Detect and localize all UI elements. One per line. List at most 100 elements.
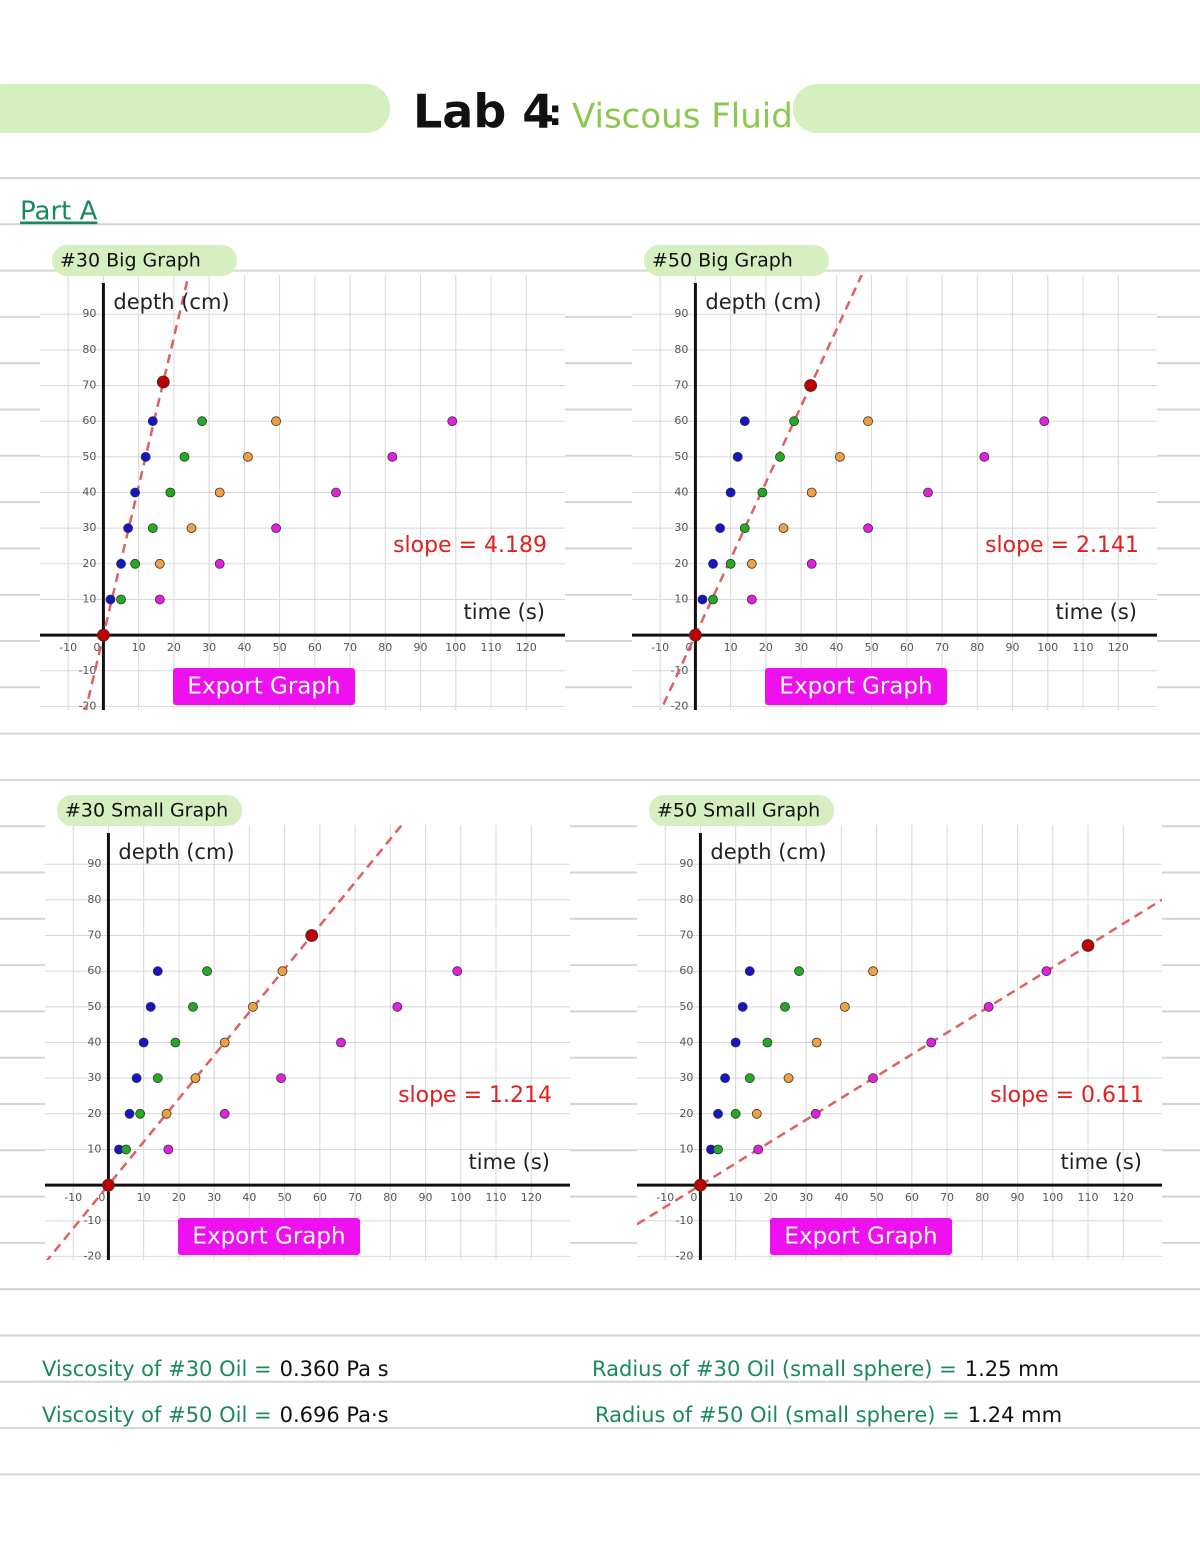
y-tick-label: 30 [82, 521, 96, 534]
chart: -10 0 10 20 30 40 50 60 70 80 90 100 110 120 -20 -10 10 2… [637, 795, 1162, 1262]
export-button[interactable]: Export Graph [173, 668, 355, 705]
y-tick-label: -10 [675, 1214, 693, 1227]
y-tick-label: 50 [674, 450, 688, 463]
x-tick-label: -10 [651, 641, 669, 654]
data-point [124, 1108, 135, 1119]
subtitle: Viscous Fluid [572, 97, 793, 137]
data-point [732, 451, 743, 462]
chart-tag [57, 795, 242, 826]
data-point [214, 487, 225, 498]
y-axis-label: depth (cm) [710, 840, 826, 864]
title-separator: : [548, 93, 562, 134]
data-point [762, 1037, 773, 1048]
data-point [730, 1108, 741, 1119]
header-bar [0, 84, 390, 133]
y-tick-label: 10 [87, 1142, 101, 1155]
y-tick-label: 50 [679, 1000, 693, 1013]
x-tick-label: -10 [59, 641, 77, 654]
fit-point [102, 1178, 115, 1192]
x-tick-label: 10 [137, 1191, 151, 1204]
data-point [778, 523, 789, 534]
x-tick-label: -10 [64, 1191, 82, 1204]
x-tick-label: 0 [93, 641, 100, 654]
button-bg[interactable] [178, 1218, 360, 1255]
data-point [130, 558, 141, 569]
note-value: 0.360 Pa s [280, 1357, 389, 1381]
title: Lab 4 [413, 85, 554, 139]
y-tick-label: -10 [78, 664, 96, 677]
note-value: 1.25 mm [965, 1357, 1059, 1381]
y-tick-label: 30 [87, 1071, 101, 1084]
button-label[interactable]: Export Graph [779, 674, 932, 700]
y-tick-label: 40 [674, 486, 688, 499]
x-tick-label: 90 [1011, 1191, 1025, 1204]
y-tick-label: 60 [87, 964, 101, 977]
fit-point [97, 628, 110, 642]
fit-line [637, 898, 1162, 1226]
y-tick-label: 90 [674, 307, 688, 320]
data-point [806, 558, 817, 569]
data-point [725, 487, 736, 498]
data-point [737, 1001, 748, 1012]
chart: -10 0 10 20 30 40 50 60 70 80 90 100 110 120 -20 -10 10 2… [45, 795, 570, 1262]
data-point [868, 966, 878, 977]
x-tick-label: 90 [1006, 641, 1020, 654]
x-tick-label: 30 [207, 1191, 221, 1204]
x-tick-label: 70 [935, 641, 949, 654]
y-tick-label: 20 [679, 1107, 693, 1120]
y-tick-label: 10 [679, 1142, 693, 1155]
y-tick-label: 50 [82, 450, 96, 463]
data-point [811, 1037, 822, 1048]
export-button[interactable]: Export Graph [770, 1218, 952, 1255]
button-label[interactable]: Export Graph [784, 1224, 937, 1250]
data-point [130, 487, 141, 498]
data-point [214, 558, 225, 569]
x-tick-label: 60 [313, 1191, 327, 1204]
x-tick-label: 80 [378, 641, 392, 654]
charts: -100102030405060708090100110120-20-10102… [40, 245, 1162, 1262]
x-tick-label: 70 [940, 1191, 954, 1204]
export-button[interactable]: Export Graph [178, 1218, 360, 1255]
note-label: Viscosity of #30 Oil = [42, 1357, 272, 1381]
x-tick-label: 110 [1073, 641, 1094, 654]
y-tick-label: 60 [82, 414, 96, 427]
data-point [161, 1108, 172, 1119]
x-tick-label: 10 [132, 641, 146, 654]
data-point [138, 1037, 149, 1048]
y-tick-label: 90 [87, 857, 101, 870]
data-point [140, 451, 151, 462]
data-point [121, 1144, 131, 1155]
button-bg[interactable] [765, 668, 947, 705]
chart-title: #30 Big Graph [60, 250, 201, 272]
x-tick-label: 120 [1108, 641, 1129, 654]
note-label: Radius of #50 Oil (small sphere) = [595, 1403, 960, 1427]
x-tick-label: 110 [486, 1191, 507, 1204]
y-tick-label: 30 [674, 521, 688, 534]
x-tick-label: 60 [905, 1191, 919, 1204]
data-point [188, 1001, 198, 1012]
y-tick-label: 80 [674, 343, 688, 356]
data-point [186, 523, 197, 534]
data-point [839, 1001, 850, 1012]
y-tick-label: 90 [679, 857, 693, 870]
x-tick-label: 0 [690, 1191, 697, 1204]
data-point [1041, 966, 1052, 977]
x-tick-label: -10 [656, 1191, 674, 1204]
data-point [179, 451, 190, 462]
data-point [834, 451, 845, 462]
x-tick-label: 30 [202, 641, 216, 654]
slope-annotation: slope = 0.611 [990, 1083, 1144, 1108]
x-tick-label: 50 [870, 1191, 884, 1204]
y-tick-label: -20 [670, 699, 688, 712]
button-label[interactable]: Export Graph [187, 674, 340, 700]
data-point [147, 416, 158, 427]
data-point [751, 1108, 762, 1119]
data-point [923, 487, 933, 498]
data-point [713, 1108, 723, 1119]
button-label[interactable]: Export Graph [192, 1224, 345, 1250]
x-tick-label: 80 [970, 641, 984, 654]
button-bg[interactable] [173, 668, 355, 705]
button-bg[interactable] [770, 1218, 952, 1255]
export-button[interactable]: Export Graph [765, 668, 947, 705]
